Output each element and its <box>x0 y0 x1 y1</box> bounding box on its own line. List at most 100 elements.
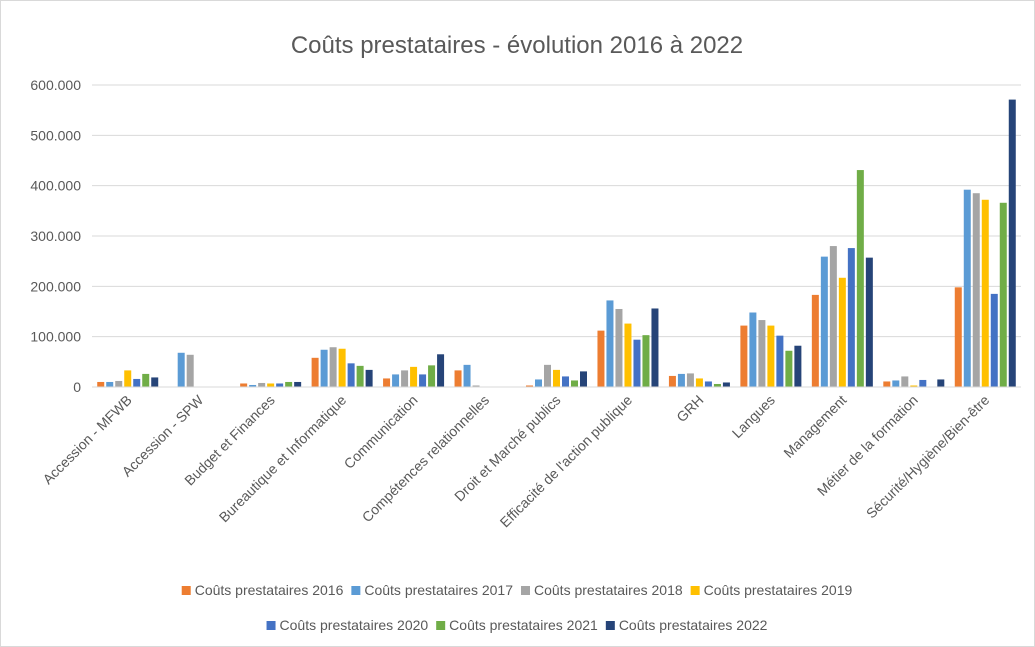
bar <box>919 379 927 387</box>
y-axis-ticks: 0 100.000 200.000 300.000 400.000 500.000 600.… <box>30 77 81 395</box>
bar-group <box>740 312 802 387</box>
legend-item: Coûts prestataires 2019 <box>690 582 853 598</box>
bar <box>677 373 685 387</box>
bar <box>392 374 400 387</box>
y-tick-label: 0 <box>73 379 81 395</box>
bar <box>338 348 346 387</box>
bar <box>437 354 445 387</box>
bar <box>535 379 542 387</box>
bar-group <box>454 364 480 387</box>
legend-label: Coûts prestataires 2019 <box>704 582 853 598</box>
bar <box>642 335 650 387</box>
legend: Coûts prestataires 2016 Coûts prestataire… <box>181 582 853 633</box>
bar <box>937 379 945 387</box>
bar <box>597 330 605 387</box>
bar <box>419 374 427 387</box>
y-tick-label: 100.000 <box>30 329 81 345</box>
bar <box>668 375 676 387</box>
legend-label: Coûts prestataires 2017 <box>364 582 513 598</box>
legend-label: Coûts prestataires 2018 <box>534 582 683 598</box>
bar <box>767 325 775 387</box>
bar <box>1008 99 1016 387</box>
bar <box>454 370 462 387</box>
bar-group <box>954 99 1016 387</box>
bar-group <box>883 376 945 387</box>
bar <box>562 376 569 387</box>
bar-group <box>97 370 159 387</box>
bar <box>240 383 248 387</box>
bar <box>981 199 989 387</box>
legend-swatch <box>521 586 530 595</box>
category-label: Accession - MFWB <box>39 392 134 487</box>
bar <box>115 380 123 387</box>
bar <box>186 354 194 387</box>
bar <box>838 277 846 387</box>
y-tick-label: 200.000 <box>30 278 81 294</box>
bar <box>526 385 533 387</box>
bar <box>785 350 793 387</box>
bar-group <box>311 347 373 387</box>
bar <box>892 380 900 387</box>
bar <box>356 365 364 387</box>
bar-group <box>668 373 730 387</box>
bar <box>856 170 864 387</box>
bar <box>106 381 114 387</box>
bar <box>901 376 909 387</box>
bar <box>267 383 275 387</box>
y-tick-label: 400.000 <box>30 178 81 194</box>
bar <box>142 373 150 387</box>
bar-group <box>597 300 659 387</box>
legend-swatch <box>181 586 191 595</box>
chart-title: Coûts prestataires - évolution 2016 à 20… <box>291 32 743 59</box>
bars <box>97 99 1016 387</box>
bar <box>258 382 266 387</box>
bar <box>553 369 560 387</box>
bar <box>749 312 757 387</box>
legend-swatch <box>690 586 700 595</box>
bar-group <box>240 381 302 387</box>
bar <box>972 193 980 387</box>
bar <box>177 352 185 387</box>
legend-swatch <box>266 621 276 630</box>
legend-swatch <box>351 586 361 595</box>
bar <box>963 189 971 387</box>
bar <box>954 287 962 387</box>
bar <box>463 364 471 387</box>
bar <box>615 308 623 387</box>
bar <box>606 300 614 387</box>
bar <box>624 323 632 387</box>
bar <box>320 349 328 387</box>
category-label: Compétences relationnelles <box>359 392 492 525</box>
bar <box>347 363 355 387</box>
gridlines <box>92 84 1021 338</box>
bar <box>713 383 721 387</box>
y-tick-label: 500.000 <box>30 127 81 143</box>
bar <box>686 373 694 387</box>
legend-item: Coûts prestataires 2016 <box>181 582 344 598</box>
category-label: GRH <box>673 392 706 425</box>
bar <box>285 381 293 387</box>
category-label: Bureautique et Informatique <box>216 392 350 526</box>
bar-group <box>811 170 873 387</box>
legend-item: Coûts prestataires 2017 <box>351 582 513 598</box>
bar <box>97 381 105 387</box>
category-label: Management <box>780 392 849 461</box>
bar <box>829 246 837 387</box>
y-tick-label: 600.000 <box>30 77 81 93</box>
bar <box>704 381 712 387</box>
bar <box>740 325 748 387</box>
bar <box>124 370 132 387</box>
legend-swatch <box>605 621 615 630</box>
bar <box>865 257 873 387</box>
legend-label: Coûts prestataires 2016 <box>195 582 344 598</box>
legend-swatch <box>436 621 446 630</box>
bar <box>580 371 587 387</box>
bar <box>910 385 918 387</box>
bar <box>722 382 730 387</box>
category-label: Langues <box>729 392 778 441</box>
bar <box>249 384 257 387</box>
y-tick-label: 300.000 <box>30 228 81 244</box>
bar <box>883 381 891 387</box>
